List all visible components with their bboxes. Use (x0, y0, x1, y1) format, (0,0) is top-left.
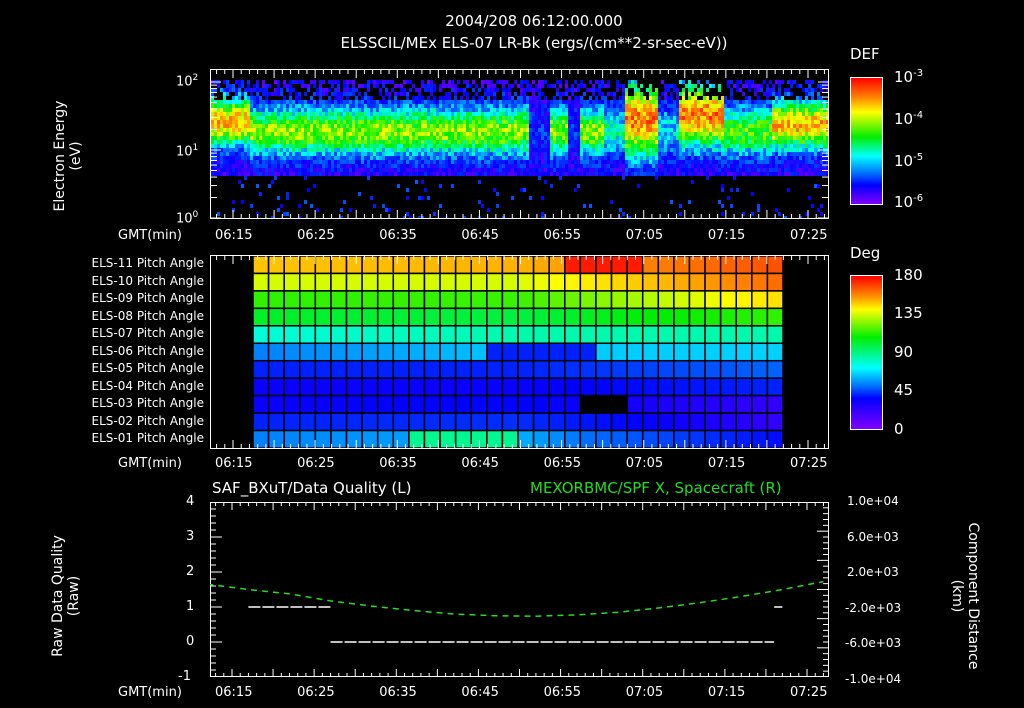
pitch-angle-row-label: ELS-05 Pitch Angle (91, 361, 204, 375)
time-tick-label: 06:45 (461, 685, 499, 700)
time-tick-label: 06:35 (379, 685, 417, 700)
def-tick-1e-6: 10-6 (894, 193, 924, 211)
time-axis-label-1: GMT(min) (118, 228, 182, 243)
def-tick-1e-4: 10-4 (894, 110, 924, 128)
pitch-angle-row-label: ELS-09 Pitch Angle (91, 291, 204, 305)
pitch-angle-row-label: ELS-08 Pitch Angle (91, 308, 204, 323)
deg-tick-45: 45 (894, 381, 914, 399)
data-quality-axis-label: Raw Data Quality (Raw) (50, 516, 82, 676)
component-distance-tick: -2.0e+03 (845, 600, 902, 615)
time-tick-label: 06:15 (215, 456, 253, 471)
def-colorbar-title: DEF (850, 45, 880, 63)
time-tick-label: 07:15 (707, 228, 746, 243)
time-tick-label: 07:25 (790, 685, 828, 700)
energy-tick-100: 102 (176, 73, 199, 90)
energy-axis-label: Electron Energy (eV) (52, 86, 84, 226)
def-colorbar (850, 77, 883, 205)
energy-tick-1: 100 (176, 210, 199, 227)
data-quality-tick: 2 (186, 564, 195, 579)
plot-datetime: 2004/208 06:12:00.000 (445, 12, 623, 30)
component-distance-axis-label-line2: (km) (949, 579, 965, 613)
panel3-right-title: MEXORBMC/SPF X, Spacecraft (R) (530, 479, 782, 497)
time-tick-label: 07:25 (790, 228, 828, 243)
data-quality-axis-label-line1: Raw Data Quality (50, 535, 66, 657)
time-tick-label: 06:15 (215, 685, 253, 700)
pitch-angle-row-label: ELS-10 Pitch Angle (91, 273, 204, 288)
time-tick-label: 06:35 (379, 228, 417, 243)
data-quality-panel[interactable] (210, 502, 829, 677)
time-tick-label: 06:45 (461, 456, 499, 471)
pitch-angle-row-label: ELS-01 Pitch Angle (91, 431, 204, 445)
plot-title: ELSSCIL/MEx ELS-07 LR-Bk (ergs/(cm**2-sr… (340, 34, 728, 52)
time-tick-label: 06:45 (461, 228, 499, 243)
def-tick-1e-5: 10-5 (894, 152, 924, 170)
time-tick-label: 06:25 (297, 228, 335, 243)
time-axis-label-2: GMT(min) (118, 456, 182, 471)
time-tick-label: 06:55 (543, 456, 582, 471)
pitch-angle-heatmap (216, 256, 825, 448)
deg-tick-135: 135 (894, 304, 923, 322)
def-tick-1e-3: 10-3 (894, 68, 924, 86)
panel3-left-title: SAF_BXuT/Data Quality (L) (212, 479, 412, 497)
component-distance-axis-label-line1: Component Distance (965, 522, 981, 670)
data-quality-tick: 4 (186, 494, 195, 509)
time-tick-label: 06:55 (543, 685, 582, 700)
deg-tick-90: 90 (894, 343, 914, 361)
data-quality-axis-label-line2: (Raw) (66, 575, 82, 617)
component-distance-tick: 6.0e+03 (847, 529, 899, 544)
data-quality-tick: 0 (186, 634, 195, 649)
pitch-angle-row-label: ELS-04 Pitch Angle (91, 378, 204, 393)
data-quality-tick: 3 (186, 529, 195, 544)
time-tick-label: 06:25 (297, 456, 335, 471)
pitch-angle-row-label: ELS-07 Pitch Angle (91, 326, 204, 340)
pitch-angle-row-label: ELS-06 Pitch Angle (91, 343, 204, 358)
spectrogram-heatmap (211, 70, 828, 218)
pitch-angle-row-label: ELS-03 Pitch Angle (91, 396, 204, 410)
time-tick-label: 07:15 (707, 685, 746, 700)
component-distance-tick: 2.0e+03 (847, 565, 899, 579)
time-axis-label-3: GMT(min) (118, 685, 182, 700)
component-distance-tick: 1.0e+04 (847, 494, 899, 508)
component-distance-axis-label: Component Distance (km) (949, 511, 981, 681)
time-tick-label: 07:05 (625, 228, 664, 243)
component-distance-tick: -1.0e+04 (845, 671, 902, 686)
time-tick-label: 07:05 (625, 685, 664, 700)
time-tick-label: 07:05 (625, 456, 664, 471)
pitch-angle-panel[interactable] (210, 255, 829, 449)
time-tick-label: 07:25 (790, 456, 828, 471)
time-tick-label: 06:25 (297, 685, 335, 700)
spectrogram-panel[interactable] (210, 69, 829, 219)
energy-axis-label-line2: (eV) (68, 141, 84, 171)
data-quality-plot (210, 502, 829, 677)
deg-colorbar-title: Deg (850, 244, 881, 262)
time-tick-label: 06:55 (543, 228, 582, 243)
time-tick-label: 07:15 (707, 456, 746, 471)
deg-colorbar (850, 275, 883, 430)
pitch-angle-row-label: ELS-02 Pitch Angle (91, 413, 204, 428)
deg-tick-180: 180 (894, 266, 923, 284)
data-quality-tick: 1 (186, 599, 195, 614)
energy-tick-10: 101 (176, 143, 199, 160)
component-distance-tick: -6.0e+03 (845, 636, 902, 650)
energy-axis-label-line1: Electron Energy (52, 100, 68, 212)
deg-tick-0: 0 (894, 420, 904, 438)
time-tick-label: 06:35 (379, 456, 417, 471)
data-quality-tick: -1 (178, 669, 191, 684)
time-tick-label: 06:15 (215, 228, 253, 243)
pitch-angle-row-label: ELS-11 Pitch Angle (91, 256, 204, 270)
